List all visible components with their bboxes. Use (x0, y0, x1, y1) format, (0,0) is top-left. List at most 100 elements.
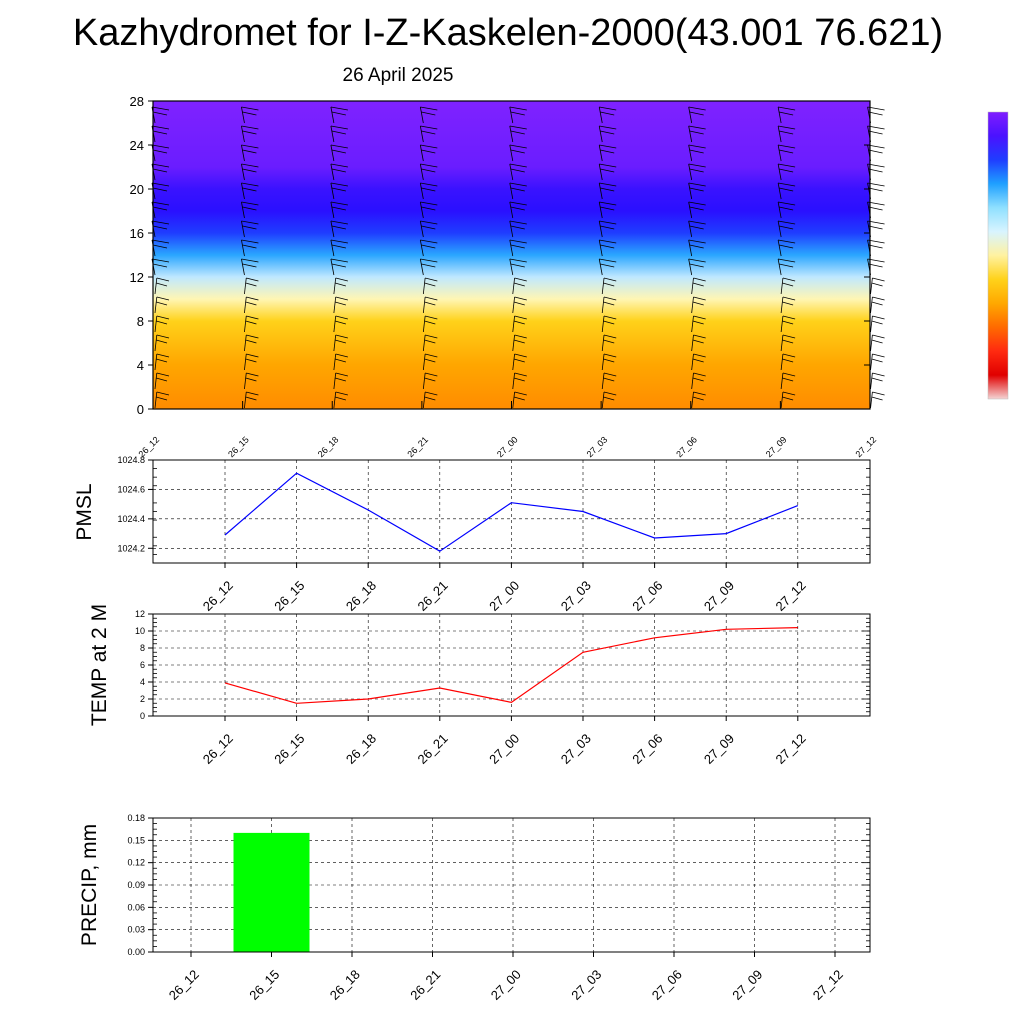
y-tick-label: 1024.6 (117, 484, 145, 494)
wind-barb-flag (603, 320, 615, 325)
x-tick-label: 27_12 (773, 731, 809, 767)
wind-barb-flag (603, 353, 617, 358)
cross-section-x-ticks: 26_12 26_15 26_18 26_21 27_00 27_03 27_06 27_09… (136, 401, 878, 459)
wind-barb-flag (689, 130, 704, 135)
wind-barb-flag (692, 377, 704, 382)
y-tick-label: 8 (140, 643, 145, 653)
x-tick-label: 27_03 (568, 967, 604, 1003)
wind-barb-flag (509, 220, 527, 225)
y-tick-label: 0 (140, 711, 145, 721)
wind-barb-flag (330, 125, 348, 130)
wind-barb-staff (777, 239, 782, 257)
wind-barb-flag (331, 244, 346, 249)
wind-barb-flag (246, 372, 259, 377)
wind-barb-flag (693, 372, 706, 377)
wind-barb-flag (514, 372, 527, 377)
wind-barb-staff (512, 296, 515, 314)
wind-barb-staff (241, 125, 245, 143)
wind-barb-flag (156, 301, 168, 306)
wind-barb-flag (331, 225, 346, 230)
wind-barb-staff (330, 144, 335, 162)
wind-barb-flag (688, 220, 706, 225)
wind-barb-staff (601, 277, 605, 295)
wind-barb-flag (778, 106, 796, 111)
wind-barb-flag (513, 396, 525, 401)
page-title: Kazhydromet for I-Z-Kaskelen-2000(43.001… (72, 12, 944, 54)
wind-barb-staff (509, 125, 514, 143)
y-tick-label: 2 (140, 694, 145, 704)
wind-barb-flag (778, 163, 796, 168)
wind-barb-flag (156, 277, 170, 282)
wind-barb-flag (514, 334, 527, 339)
wind-barb-flag (513, 301, 525, 306)
wind-barb-flag (334, 301, 346, 306)
wind-barb-staff (512, 353, 515, 371)
xsec-y-tick-label: 12 (130, 270, 144, 285)
wind-barb-flag (152, 225, 168, 230)
wind-barb-flag (425, 315, 438, 320)
wind-barb-flag (510, 130, 525, 135)
wind-barb-flag (872, 334, 885, 339)
wind-barb-flag (692, 396, 704, 401)
wind-barb-staff (154, 334, 158, 352)
wind-barb-staff (598, 258, 603, 276)
x-tick-label: 26_12 (200, 578, 236, 614)
wind-barb-staff (780, 391, 784, 409)
wind-barb-flag (868, 111, 883, 116)
wind-barb-flag (872, 353, 885, 358)
wind-barb-flag (246, 353, 259, 358)
wind-barb-flag (242, 149, 257, 154)
wind-barb-flag (603, 377, 615, 382)
wind-barb-flag (425, 391, 438, 396)
xsec-y-tick-label: 4 (137, 358, 144, 373)
wind-barb-flag (246, 315, 259, 320)
wind-barb-staff (419, 106, 424, 124)
wind-barb-flag (603, 396, 615, 401)
wind-barb-flag (782, 353, 796, 358)
wind-barb-flag (782, 358, 794, 363)
wind-barb-flag (599, 106, 617, 111)
xsec-x-tick-label: 26_21 (405, 434, 430, 459)
wind-barb-flag (425, 372, 438, 377)
xsec-x-tick-label: 26_18 (316, 434, 341, 459)
wind-barb-flag (782, 391, 796, 396)
wind-barb-flag (156, 358, 168, 363)
x-tick-label: 27_09 (729, 967, 765, 1003)
pmsl-frame (152, 459, 871, 564)
wind-barb-staff (777, 163, 782, 181)
wind-barb-staff (154, 296, 158, 314)
wind-barb-flag (420, 220, 438, 225)
wind-barb-flag (331, 168, 346, 173)
wind-barb-flag (600, 244, 615, 249)
wind-barb-flag (330, 201, 348, 206)
wind-barb-flag (689, 225, 704, 230)
wind-barb-staff (598, 201, 603, 219)
wind-barb-staff (244, 315, 247, 333)
wind-barb-flag (421, 244, 436, 249)
wind-barb-flag (688, 163, 706, 168)
wind-barb-staff (241, 201, 245, 219)
y-tick-label: 10 (135, 626, 145, 636)
wind-barb-staff (244, 296, 247, 314)
wind-barb-staff (691, 372, 694, 390)
xsec-x-tick-label: 26_15 (226, 434, 251, 459)
wind-barb-flag (246, 277, 259, 282)
wind-barb-flag (782, 282, 794, 287)
wind-barb-flag (335, 315, 348, 320)
wind-barb-staff (241, 220, 245, 238)
wind-barb-flag (420, 258, 438, 263)
x-tick-label: 26_18 (327, 967, 363, 1003)
wind-barb-flag (241, 144, 259, 149)
wind-barb-staff (154, 315, 158, 333)
wind-barb-staff (509, 163, 514, 181)
wind-barb-flag (330, 144, 348, 149)
wind-barb-flag (241, 106, 259, 111)
wind-barb-flag (603, 282, 615, 287)
xsec-x-tick-label: 27_06 (674, 434, 699, 459)
wind-barb-flag (603, 358, 615, 363)
wind-barb-staff (777, 125, 782, 143)
wind-barb-staff (333, 334, 337, 352)
wind-barb-staff (419, 163, 424, 181)
wind-barb-staff (777, 220, 782, 238)
